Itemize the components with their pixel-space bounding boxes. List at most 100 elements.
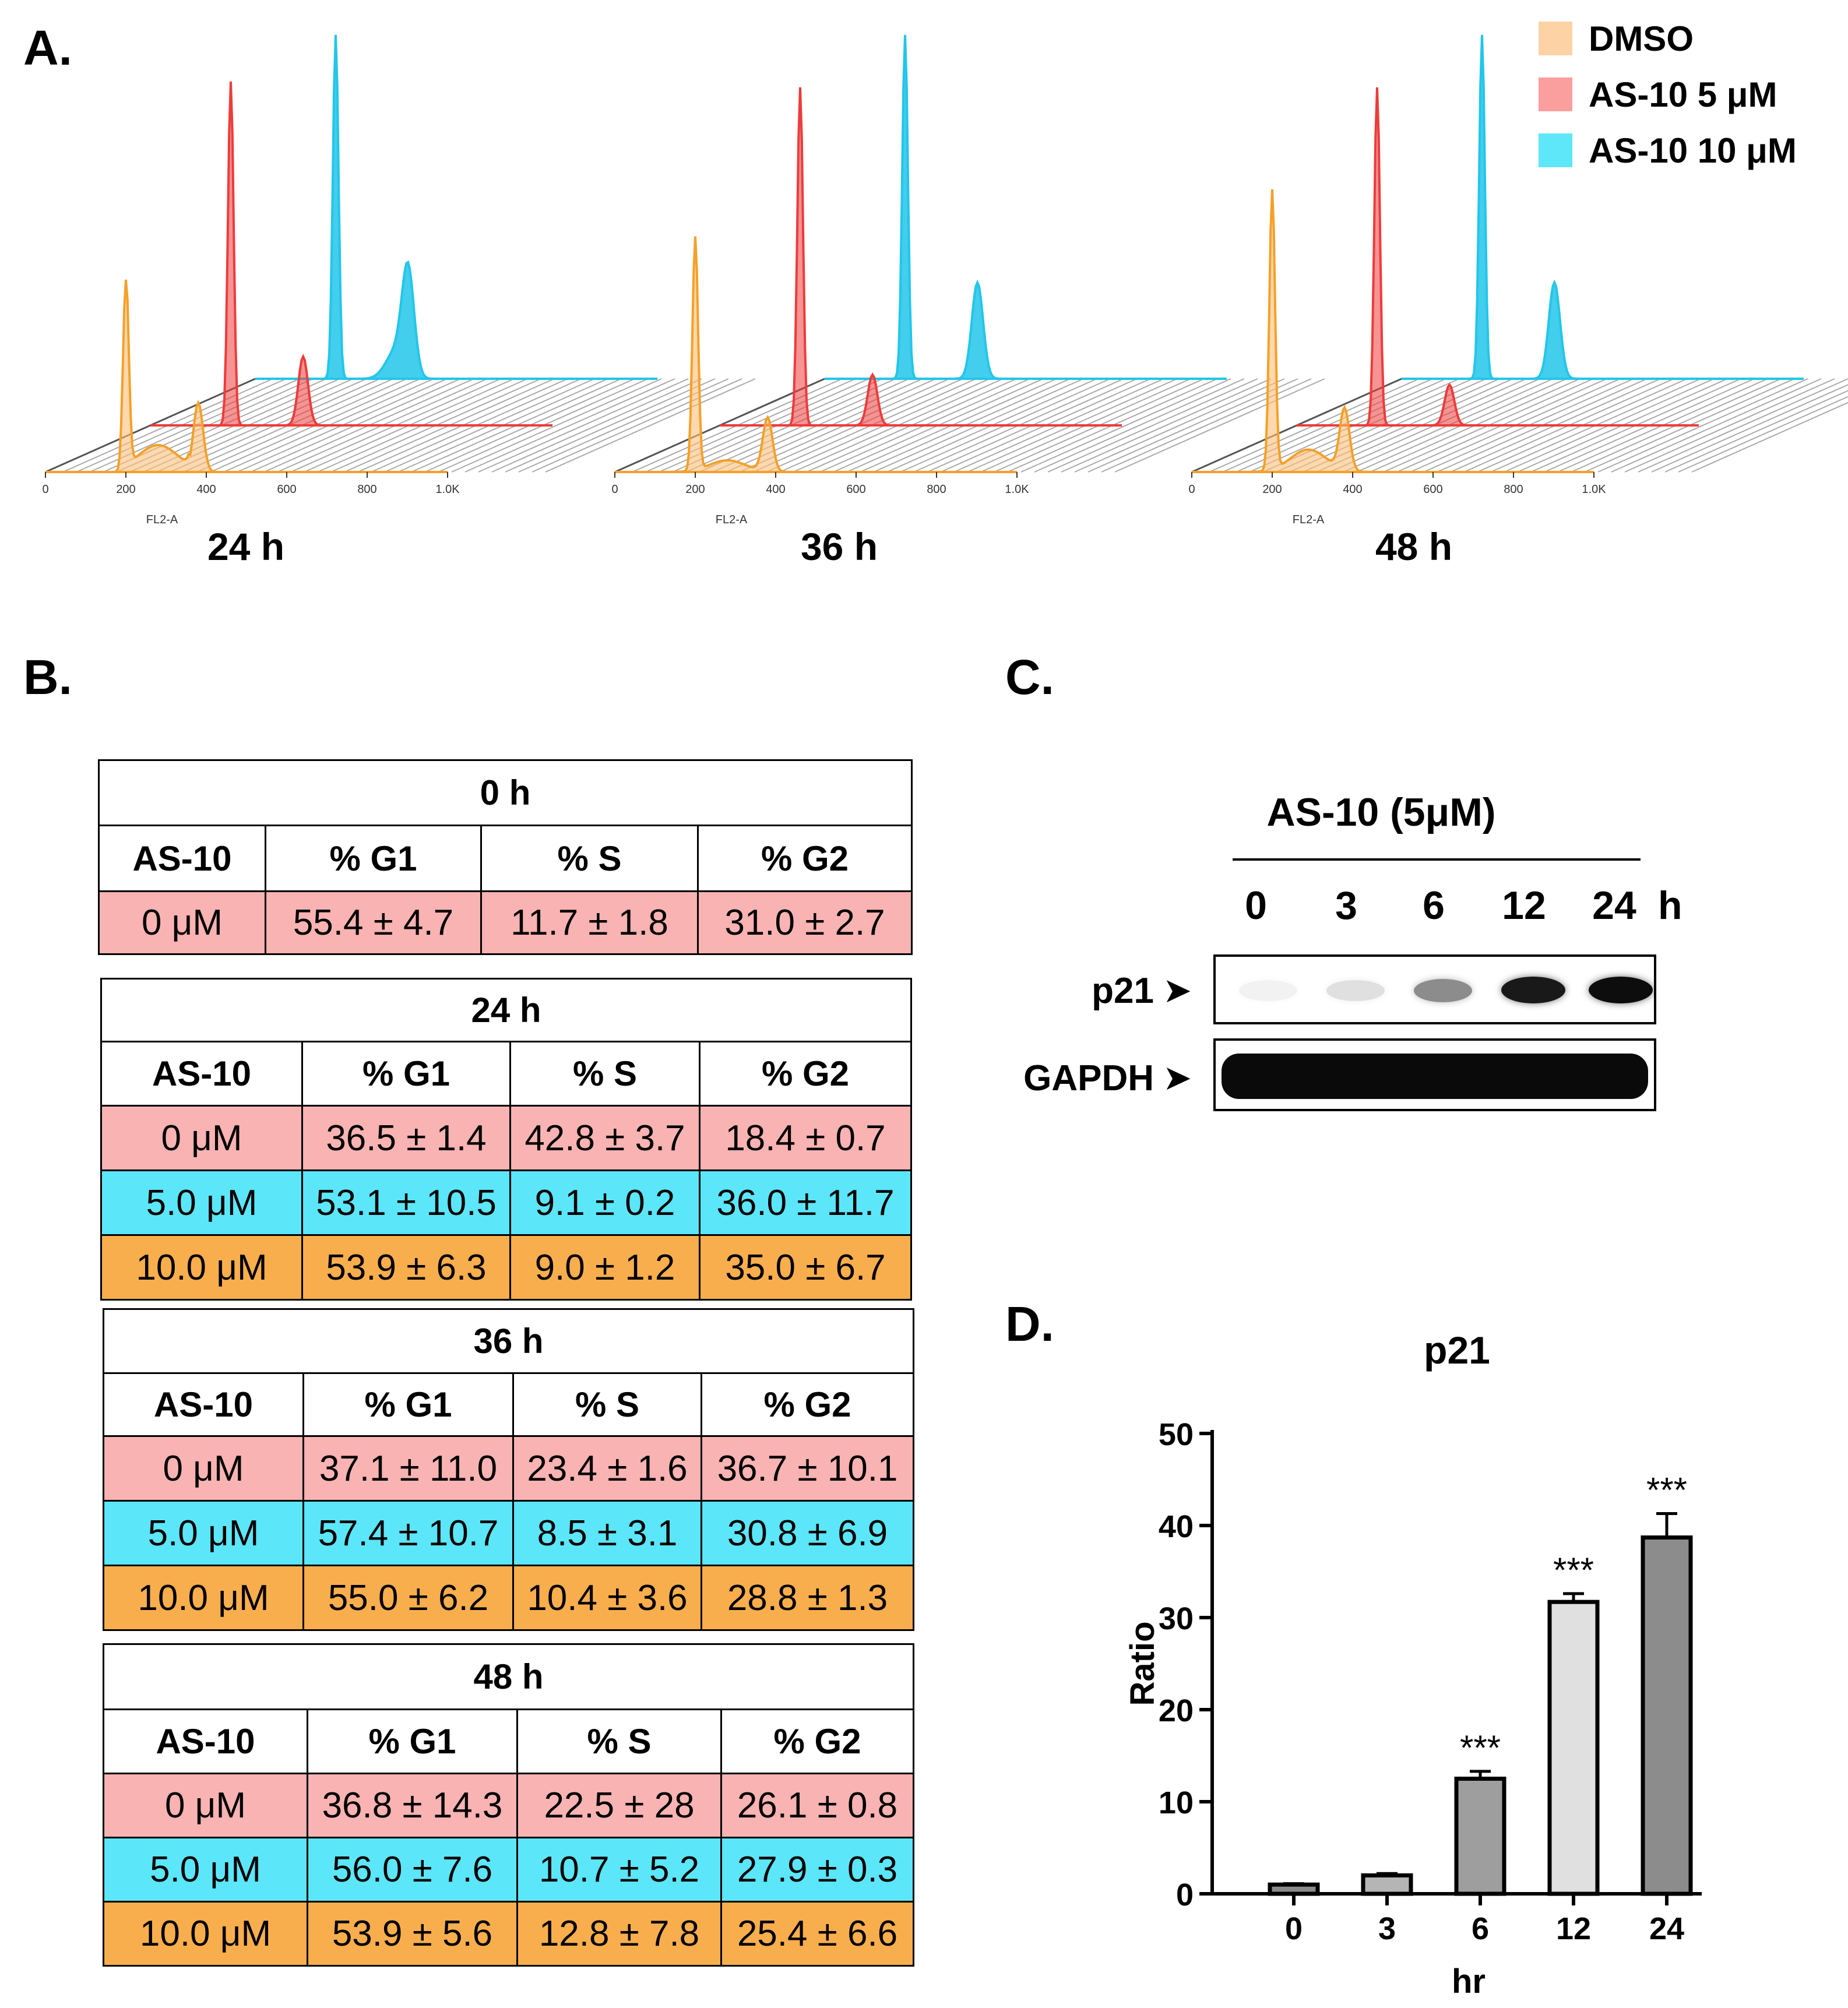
- cell-s: 23.4 ± 1.6: [512, 1435, 702, 1502]
- x-axis-label: FL2-A: [716, 513, 748, 526]
- treatment-underline: [1233, 858, 1641, 861]
- y-axis-label: Ratio: [1124, 1622, 1161, 1706]
- legend-item-dmso: DMSO: [1539, 10, 1797, 66]
- cell-s: 10.7 ± 5.2: [516, 1837, 722, 1903]
- p21-arrowhead-icon: ➤: [1163, 971, 1192, 1010]
- bar: [1547, 1600, 1600, 1896]
- histogram-high: [825, 34, 1227, 380]
- cell-cycle-table-24h: 24 h AS-10 % G1 % S % G2 0 μM 36.5 ± 1.4…: [100, 978, 912, 1301]
- timepoint-label-48h: 48 h: [1375, 525, 1453, 568]
- col-header-g1: % G1: [302, 1372, 514, 1437]
- grid-line: [1691, 401, 1848, 473]
- grid-line: [464, 378, 675, 473]
- x-tick-label: 400: [196, 483, 216, 496]
- grid-line: [1611, 378, 1822, 473]
- panel-label-b: B.: [23, 650, 72, 704]
- legend: DMSO AS-10 5 μM AS-10 10 μM: [1539, 10, 1797, 178]
- table-row: 5.0 μM 56.0 ± 7.6 10.7 ± 5.2 27.9 ± 0.3: [103, 1837, 914, 1903]
- grid-line: [491, 378, 702, 473]
- col-header-g1: % G1: [265, 825, 482, 892]
- col-header-dose: AS-10: [103, 1372, 304, 1437]
- table-title: 48 h: [103, 1643, 914, 1710]
- p21-band: [1239, 980, 1297, 1001]
- cell-g2: 28.8 ± 1.3: [701, 1565, 914, 1631]
- table-title: 0 h: [97, 759, 913, 826]
- x-tick-label: 12: [1556, 1911, 1591, 1946]
- col-header-g2: % G2: [720, 1708, 914, 1774]
- col-header-dose: AS-10: [100, 1041, 303, 1107]
- y-tick-label: 40: [1159, 1509, 1194, 1544]
- col-header-dose: AS-10: [103, 1708, 308, 1774]
- x-tick-label: 800: [357, 483, 376, 496]
- x-tick-label: 6: [1472, 1911, 1489, 1946]
- lane-label: 6: [1423, 883, 1445, 928]
- x-tick-label: 0: [1285, 1911, 1303, 1946]
- x-tick-label: 0: [1188, 483, 1195, 496]
- grid-line: [1638, 378, 1848, 473]
- grid-line: [451, 378, 662, 473]
- grid-line: [1047, 378, 1258, 473]
- panel-label-d: D.: [1005, 1297, 1054, 1351]
- histogram-high: [255, 34, 657, 380]
- cell-dose: 10.0 μM: [100, 1234, 303, 1301]
- table-row: 0 μM 36.5 ± 1.4 42.8 ± 3.7 18.4 ± 0.7: [100, 1105, 912, 1171]
- cell-g1: 53.1 ± 10.5: [301, 1169, 511, 1236]
- legend-swatch-dmso: [1539, 22, 1572, 55]
- y-tick-label: 30: [1159, 1601, 1194, 1636]
- cell-g2: 18.4 ± 0.7: [699, 1105, 912, 1171]
- col-header-g2: % G2: [696, 825, 913, 892]
- cell-dose: 5.0 μM: [103, 1837, 308, 1903]
- grid-line: [505, 378, 716, 473]
- bar: [1454, 1777, 1506, 1896]
- cell-g2: 31.0 ± 2.7: [696, 890, 913, 955]
- cell-g2: 25.4 ± 6.6: [720, 1901, 914, 1967]
- cell-cycle-table-48h: 48 h AS-10 % G1 % S % G2 0 μM 36.8 ± 14.…: [103, 1643, 914, 1967]
- grid-line: [1664, 390, 1848, 473]
- x-tick-label: 0: [42, 483, 48, 496]
- cell-g2: 36.7 ± 10.1: [701, 1435, 914, 1502]
- x-tick-label: 600: [277, 483, 296, 496]
- x-axis-label: FL2-A: [146, 513, 178, 526]
- grid-line: [478, 378, 689, 473]
- col-header-s: % S: [512, 1372, 702, 1437]
- gapdh-blot-label: GAPDH: [1023, 1058, 1154, 1098]
- col-header-g1: % G1: [301, 1041, 511, 1107]
- cell-g1: 36.5 ± 1.4: [301, 1105, 511, 1171]
- histogram-panel: 0 200 400 600 800 1.0K FL2-A 0 200 400 600 800 1.0K F…: [42, 34, 1848, 526]
- col-header-g2: % G2: [701, 1372, 914, 1437]
- y-tick-label: 0: [1176, 1877, 1194, 1912]
- cell-s: 22.5 ± 28: [516, 1773, 722, 1838]
- lane-label: 12: [1502, 883, 1546, 928]
- blot-treatment-label: AS-10 (5μM): [1266, 790, 1496, 834]
- timepoint-label-24h: 24 h: [207, 525, 285, 568]
- significance-marker: ***: [1553, 1551, 1594, 1590]
- col-header-g1: % G1: [307, 1708, 518, 1774]
- table-row: 0 μM 55.4 ± 4.7 11.7 ± 1.8 31.0 ± 2.7: [98, 890, 913, 955]
- significance-marker: ***: [1646, 1470, 1687, 1509]
- grid-line: [1087, 378, 1298, 473]
- p21-band: [1589, 977, 1653, 1003]
- grid-line: [1114, 378, 1325, 473]
- cell-g1: 55.4 ± 4.7: [265, 890, 482, 955]
- gapdh-band-strip: [1222, 1054, 1648, 1099]
- x-tick-label: 1.0K: [1582, 483, 1606, 496]
- table-row: 0 μM 36.8 ± 14.3 22.5 ± 28 26.1 ± 0.8: [103, 1773, 914, 1838]
- cell-g1: 53.9 ± 5.6: [307, 1901, 518, 1967]
- x-tick-label: 200: [685, 483, 705, 496]
- cell-g2: 36.0 ± 11.7: [699, 1169, 912, 1236]
- lane-unit: h: [1658, 883, 1682, 928]
- histogram-dmso: [615, 236, 1017, 473]
- lane-label: 3: [1335, 883, 1357, 928]
- legend-label-as10-10: AS-10 10 μM: [1589, 131, 1797, 170]
- grid-line: [1061, 378, 1272, 473]
- cell-dose: 5.0 μM: [103, 1500, 304, 1566]
- x-tick-label: 1.0K: [435, 483, 460, 496]
- grid-line: [1020, 378, 1231, 473]
- significance-marker: ***: [1460, 1728, 1501, 1767]
- cell-dose: 0 μM: [98, 890, 266, 955]
- cell-g2: 27.9 ± 0.3: [720, 1837, 914, 1903]
- cell-dose: 5.0 μM: [100, 1169, 303, 1236]
- p21-blot-label: p21: [1092, 971, 1154, 1011]
- cell-g2: 26.1 ± 0.8: [720, 1773, 914, 1838]
- table-row: 5.0 μM 53.1 ± 10.5 9.1 ± 0.2 36.0 ± 11.7: [100, 1169, 912, 1236]
